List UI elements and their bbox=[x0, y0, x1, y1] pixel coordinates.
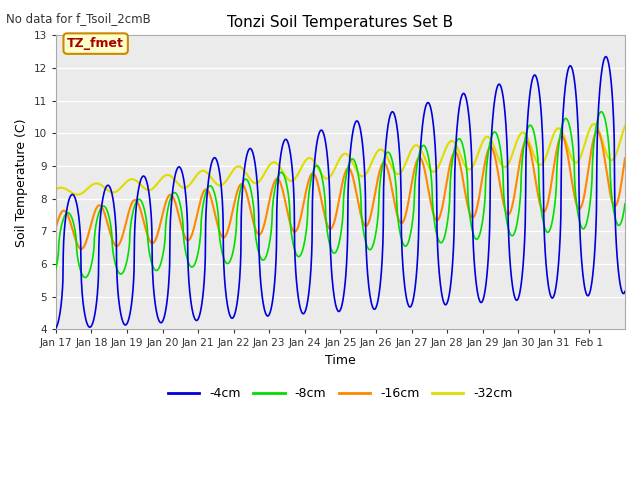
Title: Tonzi Soil Temperatures Set B: Tonzi Soil Temperatures Set B bbox=[227, 15, 454, 30]
Y-axis label: Soil Temperature (C): Soil Temperature (C) bbox=[15, 118, 28, 247]
Text: TZ_fmet: TZ_fmet bbox=[67, 37, 124, 50]
X-axis label: Time: Time bbox=[325, 354, 356, 367]
Legend: -4cm, -8cm, -16cm, -32cm: -4cm, -8cm, -16cm, -32cm bbox=[163, 383, 518, 406]
Text: No data for f_Tsoil_2cmB: No data for f_Tsoil_2cmB bbox=[6, 12, 151, 25]
